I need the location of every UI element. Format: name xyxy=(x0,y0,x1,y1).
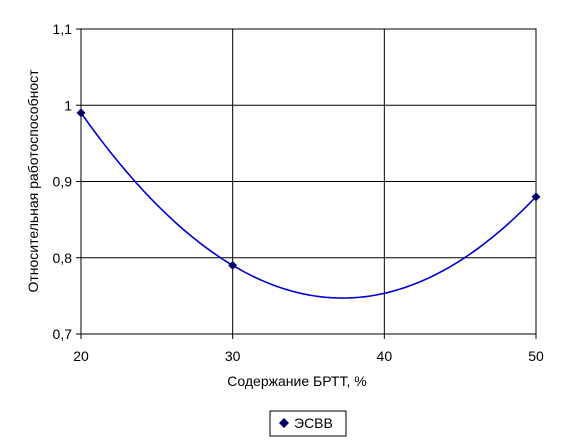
y-tick-label: 0,9 xyxy=(53,174,73,190)
y-axis-title: Относительная работоспособност xyxy=(25,69,41,293)
x-axis-title: Содержание БРТТ, % xyxy=(227,373,366,389)
series-layer xyxy=(76,108,541,299)
y-tick-label: 1 xyxy=(64,97,72,113)
legend: ЭСВВ xyxy=(269,410,347,437)
y-tick-label: 0,8 xyxy=(53,250,73,266)
x-tick-labels: 20 30 40 50 xyxy=(73,348,544,364)
legend-label: ЭСВВ xyxy=(294,415,333,431)
legend-marker-diamond-icon xyxy=(279,418,289,428)
x-tick-label: 30 xyxy=(225,348,241,364)
y-tick-label: 0,7 xyxy=(53,326,73,342)
series-line xyxy=(80,112,537,299)
data-point-marker xyxy=(228,260,238,270)
x-tick-label: 40 xyxy=(377,348,393,364)
x-tick-label: 50 xyxy=(528,348,544,364)
y-tick-labels: 0,7 0,8 0,9 1 1,1 xyxy=(53,21,73,342)
data-point-marker xyxy=(531,192,541,202)
legend-box xyxy=(269,410,347,437)
data-point-marker xyxy=(76,108,86,118)
y-tick-label: 1,1 xyxy=(53,21,73,37)
x-tick-label: 20 xyxy=(73,348,89,364)
gridlines xyxy=(76,28,537,339)
